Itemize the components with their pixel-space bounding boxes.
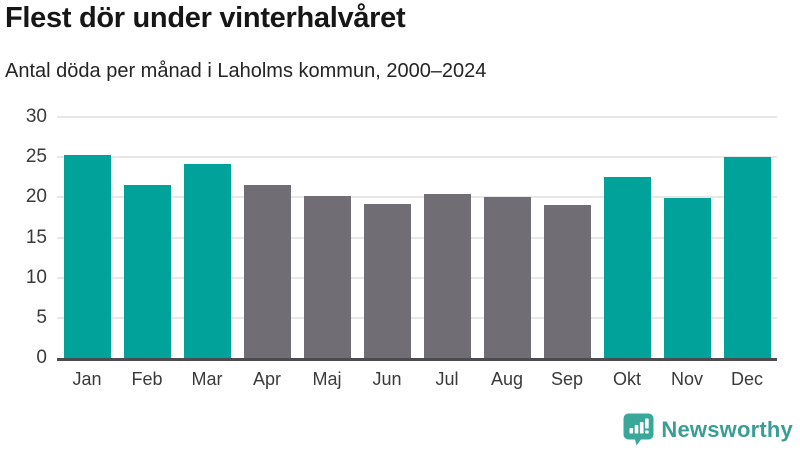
- bar-slot-nov: [657, 117, 717, 358]
- y-tick-label-30: 30: [25, 106, 47, 127]
- y-axis: 0 5 10 15 20 25 30: [0, 106, 47, 368]
- y-tick-label-25: 25: [25, 146, 47, 168]
- newsworthy-icon: [623, 413, 654, 446]
- x-tick-label-maj: Maj: [312, 369, 342, 389]
- bar-feb: [123, 185, 171, 358]
- x-axis-labels: Jan Feb Mar Apr Maj Jun Jul Aug Sep Okt Nov Dec: [57, 369, 777, 390]
- bar-slot-dec: [717, 117, 777, 358]
- x-tick-label-apr: Apr: [252, 369, 281, 389]
- bar-jan: [63, 154, 111, 358]
- x-tick-label-okt: Okt: [612, 369, 641, 389]
- y-tick-label-10: 10: [25, 266, 47, 288]
- newsworthy-logo: Newsworthy: [623, 413, 793, 446]
- bar-aug: [483, 196, 531, 358]
- chart-subtitle: Antal döda per månad i Laholms kommun, 2…: [5, 60, 487, 82]
- bar-apr: [243, 185, 291, 358]
- bar-okt: [603, 177, 651, 358]
- bar-slot-feb: [117, 117, 177, 358]
- bar-maj: [303, 195, 351, 358]
- bar-jun: [363, 203, 411, 358]
- bar-slot-okt: [597, 117, 657, 358]
- bar-series: [57, 117, 777, 358]
- gridline-5: [57, 316, 777, 319]
- gridline-15: [57, 236, 777, 239]
- x-tick-label-aug: Aug: [490, 369, 524, 389]
- bar-slot-aug: [477, 117, 537, 358]
- bar-slot-mar: [177, 117, 237, 358]
- x-axis-line: [57, 358, 777, 361]
- bar-slot-jul: [417, 117, 477, 358]
- plot-area: [57, 116, 777, 358]
- x-tick-label-dec: Dec: [730, 369, 763, 389]
- bar-mar: [183, 164, 231, 358]
- gridline-30: [57, 116, 777, 118]
- bar-sep: [543, 204, 591, 358]
- bar-nov: [663, 198, 711, 358]
- bar-slot-maj: [297, 117, 357, 358]
- bar-slot-apr: [237, 117, 297, 358]
- bar-slot-jun: [357, 117, 417, 358]
- bar-slot-sep: [537, 117, 597, 358]
- gridline-20: [57, 196, 777, 199]
- gridline-10: [57, 276, 777, 279]
- bar-jul: [423, 194, 471, 358]
- y-tick-label-0: 0: [36, 347, 47, 368]
- y-tick-label-15: 15: [25, 226, 47, 248]
- x-tick-label-jun: Jun: [372, 369, 402, 389]
- x-tick-label-nov: Nov: [670, 369, 703, 389]
- chart-title: Flest dör under vinterhalvåret: [5, 2, 406, 34]
- bar-dec: [723, 157, 771, 358]
- gridline-25: [57, 156, 777, 159]
- y-tick-label-20: 20: [25, 186, 47, 208]
- bar-slot-jan: [57, 117, 117, 358]
- x-tick-label-feb: Feb: [131, 369, 163, 389]
- x-tick-label-jul: Jul: [435, 369, 459, 389]
- x-tick-label-sep: Sep: [550, 369, 584, 389]
- newsworthy-wordmark: Newsworthy: [661, 416, 793, 442]
- x-tick-label-jan: Jan: [72, 369, 102, 389]
- y-tick-label-5: 5: [36, 306, 47, 328]
- x-tick-label-mar: Mar: [191, 369, 223, 389]
